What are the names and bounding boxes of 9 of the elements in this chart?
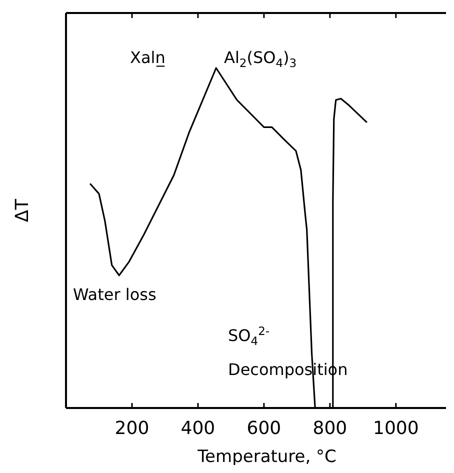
x-tick-label: 400: [180, 418, 216, 439]
x-tick-label: 800: [312, 418, 348, 439]
y-axis-title: ΔT: [12, 198, 33, 222]
annotation: Water loss: [73, 285, 156, 304]
x-tick-label: 1000: [373, 418, 419, 439]
text: Xaln̲: [130, 48, 166, 67]
annotation: Al$_{2}$(SO$_{4}$)$_{3}$: [224, 48, 297, 70]
x-tick-label: 600: [246, 418, 282, 439]
x-tick-label: 200: [114, 418, 150, 439]
